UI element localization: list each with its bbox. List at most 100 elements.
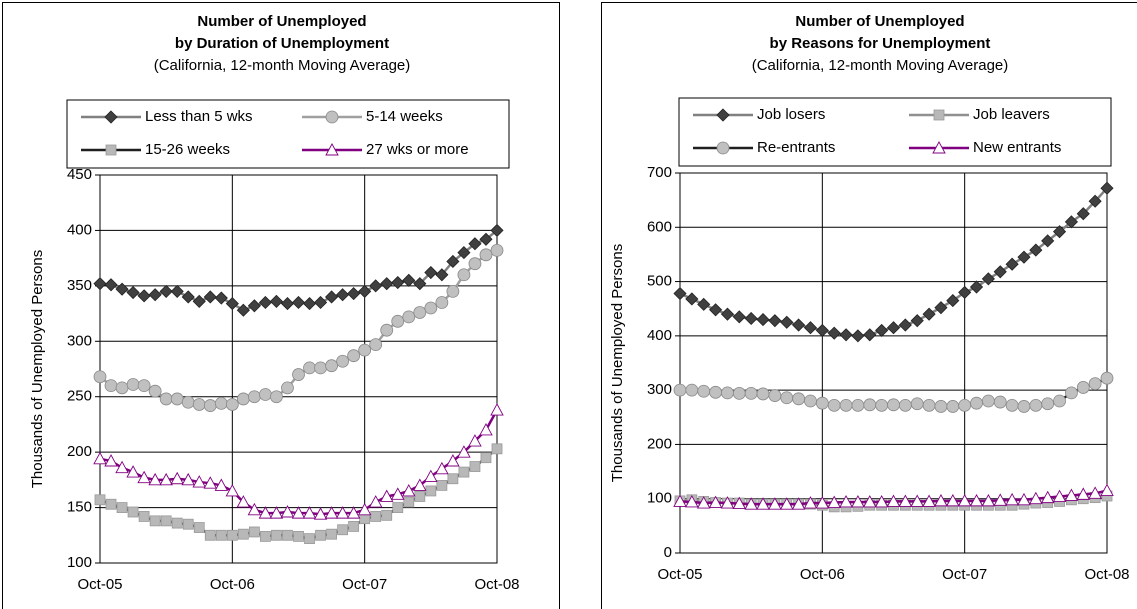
marker — [458, 466, 470, 478]
marker — [696, 496, 711, 509]
marker — [490, 243, 504, 257]
marker — [958, 398, 972, 412]
marker — [304, 533, 315, 545]
chart-subtitle: (California, 12-month Moving Average) — [752, 57, 1009, 74]
marker — [1052, 489, 1067, 502]
marker — [236, 392, 250, 406]
marker — [721, 386, 734, 400]
y-tick-label: 0 — [664, 544, 672, 561]
marker — [863, 328, 877, 342]
marker — [336, 288, 350, 302]
marker — [709, 385, 722, 399]
marker — [469, 461, 481, 472]
marker — [380, 277, 394, 291]
marker — [192, 475, 207, 488]
marker — [236, 303, 250, 317]
marker — [94, 494, 106, 506]
legend-label: 5-14 weeks — [366, 108, 443, 125]
marker — [258, 506, 273, 519]
marker — [946, 493, 960, 507]
marker — [697, 297, 711, 311]
marker — [357, 502, 372, 516]
marker — [1076, 487, 1091, 500]
marker — [435, 268, 449, 282]
marker — [815, 496, 830, 509]
marker — [325, 290, 339, 304]
marker — [315, 529, 326, 541]
marker — [271, 529, 282, 541]
chart-title: by Reasons for Unemployment — [770, 35, 991, 52]
marker — [105, 498, 117, 510]
marker — [148, 288, 162, 302]
marker — [181, 472, 195, 486]
chart-title: by Duration of Unemployment — [175, 35, 389, 52]
marker — [281, 381, 294, 395]
marker — [851, 398, 865, 412]
marker — [314, 361, 327, 375]
marker — [369, 338, 383, 352]
legend-marker — [932, 141, 946, 154]
legend-label: Re-entrants — [757, 139, 835, 156]
marker — [1088, 194, 1102, 208]
marker — [756, 313, 770, 327]
marker — [116, 502, 128, 513]
marker — [115, 381, 129, 395]
marker — [391, 275, 405, 290]
marker — [1053, 394, 1066, 408]
y-tick-label: 450 — [67, 166, 92, 183]
marker — [875, 398, 889, 412]
marker — [413, 306, 427, 319]
marker — [1041, 234, 1055, 248]
marker — [436, 479, 448, 491]
marker — [815, 323, 829, 337]
marker — [804, 394, 817, 408]
marker — [326, 528, 337, 540]
marker — [934, 301, 948, 315]
marker — [887, 398, 900, 412]
series-line — [679, 187, 1108, 338]
marker — [946, 400, 960, 413]
y-tick-label: 100 — [647, 490, 672, 507]
marker — [709, 303, 723, 317]
marker — [969, 493, 984, 507]
legend-label: Less than 5 wks — [145, 108, 253, 125]
y-tick-label: 200 — [647, 435, 672, 452]
marker — [839, 398, 853, 412]
marker — [468, 257, 482, 271]
marker — [993, 493, 1008, 506]
marker — [1029, 243, 1043, 257]
marker — [792, 392, 806, 406]
marker — [744, 311, 758, 326]
marker — [282, 529, 293, 541]
marker — [348, 521, 360, 532]
marker — [392, 502, 404, 513]
marker — [815, 396, 829, 410]
marker — [127, 506, 139, 518]
marker — [827, 326, 841, 340]
marker — [981, 394, 995, 408]
marker — [1005, 492, 1019, 506]
marker — [768, 497, 782, 510]
marker — [214, 396, 228, 410]
marker — [1005, 257, 1019, 271]
legend-marker — [105, 144, 117, 156]
y-tick-label: 300 — [67, 332, 92, 349]
y-tick-label: 350 — [67, 277, 92, 294]
marker — [732, 496, 747, 510]
marker — [203, 290, 217, 304]
marker — [126, 465, 140, 478]
marker — [720, 496, 735, 509]
marker — [192, 294, 206, 308]
marker — [138, 511, 150, 522]
marker — [402, 273, 416, 287]
marker — [468, 237, 482, 251]
marker — [160, 515, 172, 527]
chart-title: Number of Unemployed — [795, 13, 964, 30]
marker — [490, 403, 504, 416]
marker — [159, 284, 173, 298]
marker — [269, 294, 284, 308]
x-tick-label: Oct-08 — [474, 576, 519, 593]
marker — [685, 292, 699, 306]
marker — [839, 328, 853, 342]
